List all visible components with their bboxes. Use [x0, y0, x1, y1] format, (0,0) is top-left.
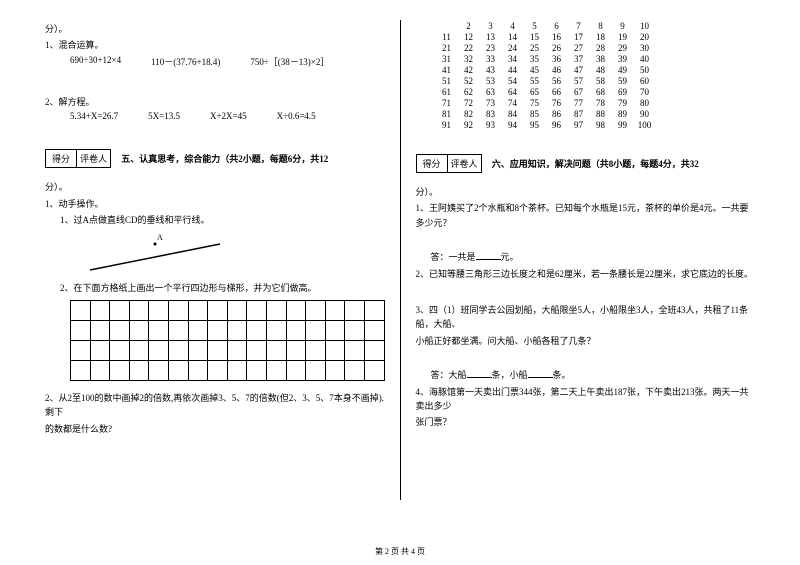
section5-title: 五、认真思考，综合能力（共2小题，每题6分，共12 [121, 154, 328, 164]
q5-2b: 的数都是什么数? [45, 424, 112, 434]
svg-text:A: A [157, 233, 163, 242]
expr-6: X+2X=45 [210, 111, 247, 121]
number-grid: 2345678910 11121314151617181920 21222324… [416, 21, 756, 130]
q5-2: 2、从2至100的数中画掉2的倍数,再依次画掉3、5、7的倍数(但2、3、5、7… [45, 393, 384, 417]
score-box-6: 得分评卷人 [416, 154, 482, 173]
q5-1: 1、动手操作。 [45, 199, 104, 209]
sec6-cont: 分）。 [416, 187, 439, 197]
expr-3: 750÷［(38－13)×2］ [250, 55, 329, 68]
ans-3c: 条。 [553, 370, 571, 380]
q5-1-1: 1、过A点做直线CD的垂线和平行线。 [60, 215, 210, 225]
expr-2: 110－(37.76+18.4) [151, 55, 220, 68]
q5-1-2: 2、在下面方格纸上画出一个平行四边形与梯形，并为它们做高。 [60, 283, 317, 293]
section6-title: 六、应用知识，解决问题（共8小题，每题4分，共32 [492, 159, 699, 169]
sec5-cont: 分）。 [45, 182, 68, 192]
expr-7: X÷0.6=4.5 [277, 111, 316, 121]
q6-4: 4、海豚馆第一天卖出门票344张，第二天上午卖出187张，下午卖出213张。两天… [416, 387, 749, 411]
q6-3b: 小船正好都坐满。问大船、小船各租了几条？ [416, 336, 596, 346]
score-box-5: 得分评卷人 [45, 149, 111, 168]
expr-1: 690÷30+12×4 [70, 55, 121, 68]
ans-3: 答：大船 [431, 370, 467, 380]
q6-3: 3、四（1）班同学去公园划船，大船限坐5人，小船限坐3人，全班43人，共租了11… [416, 305, 749, 329]
q6-2: 2、已知等腰三角形三边长度之和是62厘米，若一条腰长是22厘米，求它底边的长度。 [416, 269, 754, 279]
ans-1b: 元。 [501, 252, 519, 262]
ans-1: 答：一共是 [431, 252, 476, 262]
section4-title-cont: 分）。 [45, 24, 68, 34]
expr-4: 5.34+X=26.7 [70, 111, 118, 121]
triangle-diagram: A [85, 232, 225, 277]
ans-3b: 条，小船 [492, 370, 528, 380]
q2-label: 2、解方程。 [45, 97, 95, 107]
expr-5: 5X=13.5 [148, 111, 180, 121]
grid-paper [70, 300, 385, 381]
q1-label: 1、混合运算。 [45, 40, 104, 50]
q6-1: 1、王阿姨买了2个水瓶和8个茶杯。已知每个水瓶是15元，茶杯的单价是4元。一共要… [416, 203, 749, 227]
q6-4b: 张门票？ [416, 417, 452, 427]
page-footer: 第 2 页 共 4 页 [0, 546, 800, 557]
